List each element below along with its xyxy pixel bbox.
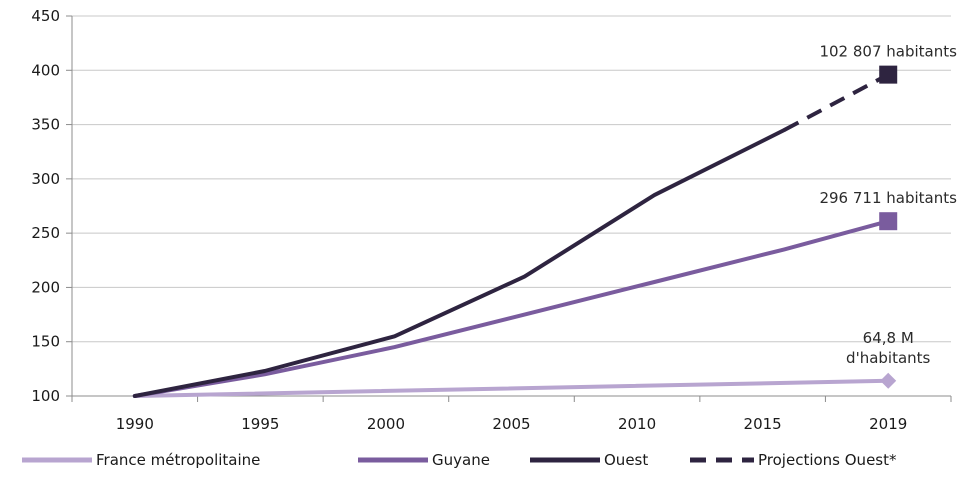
y-tick-label-350: 350	[31, 116, 60, 134]
series-line-1	[132, 219, 891, 398]
data-label-1-0: 296 711 habitants	[819, 189, 957, 207]
data-label-0-0: 102 807 habitants	[819, 43, 957, 61]
x-tick-label-1990: 1990	[116, 415, 154, 433]
y-tick-label-200: 200	[31, 278, 60, 296]
y-tick-label-250: 250	[31, 224, 60, 242]
x-tick-label-2019: 2019	[869, 415, 907, 433]
x-tick-label-2010: 2010	[618, 415, 656, 433]
y-tick-label-450: 450	[31, 7, 60, 25]
series-line-0	[132, 378, 891, 398]
y-tick-label-150: 150	[31, 333, 60, 351]
legend-label-0: France métropolitaine	[96, 451, 260, 469]
data-label-2-0: 64,8 M	[863, 329, 914, 347]
x-tick-label-2015: 2015	[744, 415, 782, 433]
legend-label-1: Guyane	[432, 451, 490, 469]
series-marker-0	[880, 372, 897, 389]
legend-label-2: Ouest	[604, 451, 648, 469]
series-line-3	[783, 72, 890, 132]
data-label-2-1: d'habitants	[846, 349, 930, 367]
y-tick-label-400: 400	[31, 61, 60, 79]
x-tick-label-2000: 2000	[367, 415, 405, 433]
legend-label-3: Projections Ouest*	[758, 451, 897, 469]
x-tick-label-1995: 1995	[241, 415, 279, 433]
y-tick-label-100: 100	[31, 387, 60, 405]
x-tick-label-2005: 2005	[492, 415, 530, 433]
y-tick-label-300: 300	[31, 170, 60, 188]
series-marker-3	[879, 65, 898, 84]
series-marker-1	[879, 212, 898, 231]
series-line-2	[132, 128, 787, 398]
